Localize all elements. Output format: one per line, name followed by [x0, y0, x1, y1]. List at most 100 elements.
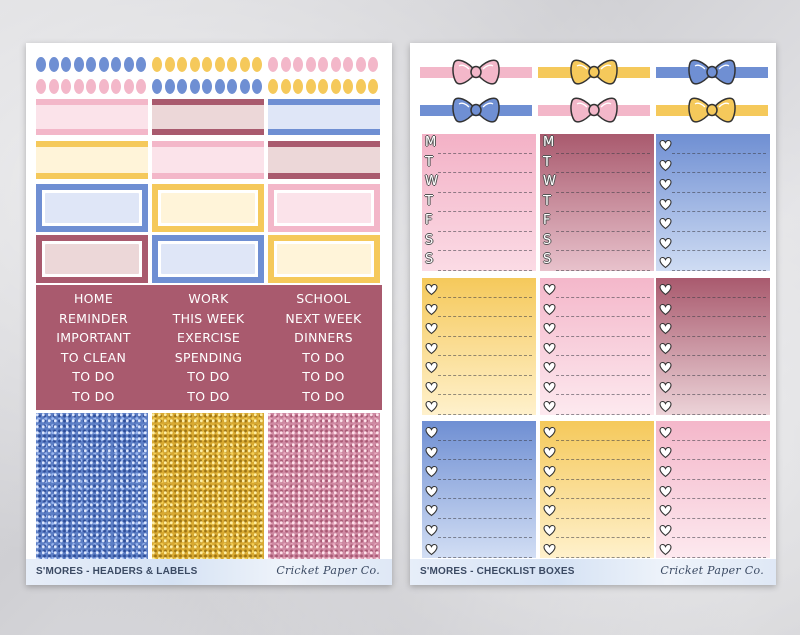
heart-check-icon[interactable]	[543, 340, 556, 354]
word-label[interactable]: TO CLEAN	[60, 349, 127, 365]
checklist-row[interactable]	[540, 460, 654, 480]
checklist-row[interactable]	[540, 538, 654, 558]
heart-check-icon[interactable]	[659, 463, 672, 478]
checklist-row[interactable]	[656, 317, 770, 337]
checklist-row[interactable]	[422, 499, 536, 519]
checklist-row[interactable]	[656, 480, 770, 500]
checklist-row[interactable]	[656, 212, 770, 232]
word-label[interactable]: EXERCISE	[176, 330, 241, 345]
heart-check-icon[interactable]	[659, 522, 672, 537]
heart-check-icon[interactable]	[425, 522, 438, 537]
heart-check-icon[interactable]	[543, 444, 556, 458]
label-box-blue[interactable]	[36, 184, 148, 232]
word-label[interactable]: TO DO	[302, 388, 345, 404]
header-banner-pink[interactable]	[152, 173, 264, 179]
header-banner-cream[interactable]	[36, 147, 148, 173]
checklist-row[interactable]	[656, 278, 770, 298]
heart-check-icon[interactable]	[659, 215, 672, 230]
glitter-swatch-pink[interactable]	[268, 413, 380, 560]
word-label[interactable]: TO DO	[187, 369, 230, 384]
heart-check-icon[interactable]	[659, 340, 672, 354]
checklist-row[interactable]	[656, 376, 770, 396]
checklist-row[interactable]	[540, 298, 654, 318]
heart-check-icon[interactable]	[543, 483, 556, 497]
heart-check-icon[interactable]	[425, 320, 438, 335]
checklist-box-mauve[interactable]	[656, 278, 770, 415]
heart-check-icon[interactable]	[543, 359, 556, 374]
checklist-row[interactable]	[656, 337, 770, 357]
header-banner-pink[interactable]	[36, 99, 148, 105]
heart-check-icon[interactable]	[659, 483, 672, 497]
checklist-row[interactable]	[422, 278, 536, 298]
word-label[interactable]: THIS WEEK	[172, 310, 245, 326]
heart-check-icon[interactable]	[659, 254, 672, 269]
checklist-row[interactable]	[656, 538, 770, 558]
word-label[interactable]: WORK	[188, 291, 229, 306]
checklist-row[interactable]	[540, 337, 654, 357]
heart-check-icon[interactable]	[425, 444, 438, 458]
bow-strip-blue[interactable]	[36, 57, 148, 72]
checklist-row[interactable]	[656, 173, 770, 193]
checklist-row[interactable]	[422, 460, 536, 480]
checklist-row[interactable]	[656, 356, 770, 376]
checklist-box-yellow[interactable]	[422, 278, 536, 415]
checklist-box-blue[interactable]	[422, 421, 536, 558]
header-banner-light-pink[interactable]	[36, 105, 148, 129]
checklist-row[interactable]	[540, 376, 654, 396]
bow-header-yellow[interactable]	[538, 55, 650, 89]
heart-check-icon[interactable]	[659, 424, 672, 439]
checklist-row[interactable]: S	[422, 251, 536, 271]
heart-check-icon[interactable]	[543, 522, 556, 537]
word-label[interactable]: DINNERS	[294, 330, 353, 345]
label-box-pink[interactable]	[268, 184, 380, 232]
checklist-row[interactable]: S	[540, 232, 654, 252]
checklist-box-pink[interactable]	[656, 421, 770, 558]
checklist-row[interactable]	[540, 356, 654, 376]
bow-strip-pink[interactable]	[268, 57, 380, 72]
header-banner-mauve[interactable]	[268, 141, 380, 147]
checklist-row[interactable]	[422, 395, 536, 415]
checklist-row[interactable]	[540, 317, 654, 337]
checklist-row[interactable]: F	[422, 212, 536, 232]
word-label[interactable]: HOME	[73, 291, 114, 306]
heart-check-icon[interactable]	[543, 301, 556, 315]
checklist-row[interactable]	[422, 356, 536, 376]
checklist-box-yellow[interactable]	[540, 421, 654, 558]
header-banner-dusty[interactable]	[268, 147, 380, 173]
checklist-row[interactable]	[422, 538, 536, 558]
bow-strip-yellow[interactable]	[152, 57, 264, 72]
checklist-row[interactable]: T	[422, 193, 536, 213]
heart-check-icon[interactable]	[425, 281, 438, 296]
checklist-row[interactable]	[540, 480, 654, 500]
header-banner-yellow[interactable]	[36, 173, 148, 179]
label-box-blue[interactable]	[152, 235, 264, 283]
glitter-swatch-gold[interactable]	[152, 413, 264, 560]
checklist-row[interactable]: W	[540, 173, 654, 193]
heart-check-icon[interactable]	[659, 157, 672, 171]
word-label[interactable]: SCHOOL	[296, 291, 351, 306]
header-banner-light-pink[interactable]	[152, 147, 264, 173]
heart-check-icon[interactable]	[659, 320, 672, 335]
checklist-row[interactable]	[540, 278, 654, 298]
label-box-mauve[interactable]	[36, 235, 148, 283]
bow-header-blue[interactable]	[420, 93, 532, 127]
checklist-row[interactable]	[422, 480, 536, 500]
heart-check-icon[interactable]	[425, 301, 438, 315]
checklist-row[interactable]	[422, 337, 536, 357]
heart-check-icon[interactable]	[659, 359, 672, 374]
bow-header-blue[interactable]	[656, 55, 768, 89]
heart-check-icon[interactable]	[659, 444, 672, 458]
heart-check-icon[interactable]	[543, 541, 556, 556]
heart-check-icon[interactable]	[425, 463, 438, 478]
checklist-row[interactable]: W	[422, 173, 536, 193]
label-box-yellow[interactable]	[152, 184, 264, 232]
checklist-row[interactable]	[656, 154, 770, 174]
checklist-row[interactable]: S	[422, 232, 536, 252]
header-banner-mauve[interactable]	[268, 173, 380, 179]
bow-header-yellow[interactable]	[656, 93, 768, 127]
word-label[interactable]: SPENDING	[174, 349, 243, 365]
checklist-row[interactable]	[656, 232, 770, 252]
checklist-row[interactable]: M	[540, 134, 654, 154]
checklist-row[interactable]: T	[422, 154, 536, 174]
